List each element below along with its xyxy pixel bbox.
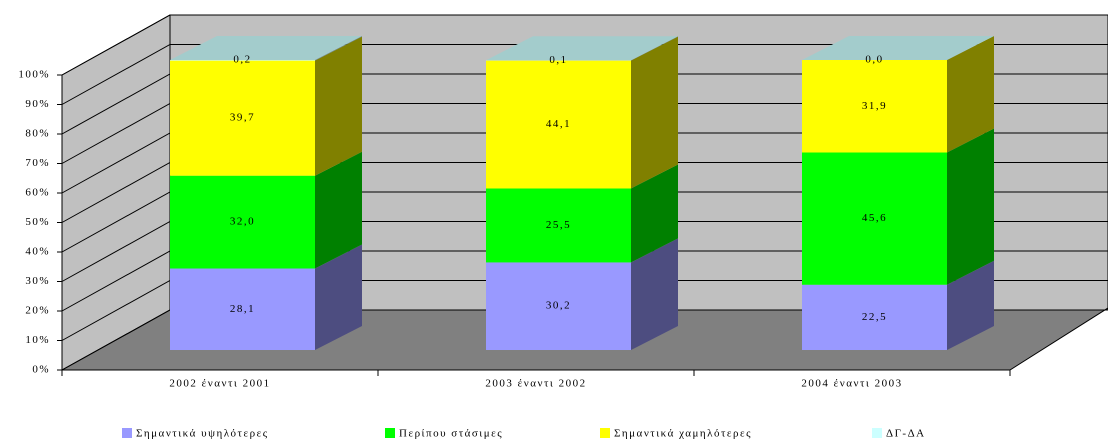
x-tick-label: 2002 έναντι 2001 — [169, 378, 270, 390]
bar-side — [315, 151, 362, 269]
grid-line — [61, 44, 1108, 105]
value-label: 32,0 — [230, 216, 255, 228]
bar-segment — [170, 60, 315, 176]
y-tick-label: 20% — [25, 305, 50, 317]
bar-segment — [486, 188, 631, 263]
bar-side — [631, 36, 678, 61]
value-label: 39,7 — [230, 112, 255, 124]
x-tick-label: 2004 έναντι 2003 — [801, 378, 902, 390]
legend-swatch — [122, 428, 132, 438]
grid-line — [61, 14, 1108, 76]
bar-segment — [802, 60, 947, 153]
legend-swatch — [872, 428, 882, 438]
value-label: 22,5 — [862, 311, 887, 323]
bar-side — [315, 244, 362, 350]
legend-swatch — [600, 428, 610, 438]
bar-side — [315, 36, 362, 176]
bar-top — [486, 36, 678, 61]
legend-label: Σημαντικά υψηλότερες — [136, 428, 269, 440]
legend-label: Περίπου στάσιμες — [399, 428, 503, 440]
bar-side — [631, 164, 678, 263]
value-label: 0,0 — [865, 54, 883, 66]
y-tick-label: 100% — [18, 69, 50, 81]
bar-segment — [802, 284, 947, 350]
value-label: 25,5 — [546, 219, 571, 231]
bar-top — [170, 36, 362, 60]
y-tick-label: 0% — [32, 364, 50, 376]
x-tick-label: 2003 έναντι 2002 — [485, 378, 586, 390]
bar-segment — [802, 152, 947, 285]
value-label: 30,2 — [546, 300, 571, 312]
legend-label: ΔΓ-ΔΑ — [886, 428, 926, 440]
value-label: 45,6 — [862, 212, 887, 224]
bar-side — [947, 260, 994, 350]
value-label: 44,1 — [546, 118, 571, 130]
y-tick-label: 80% — [25, 128, 50, 140]
y-tick-label: 70% — [25, 157, 50, 169]
bar-top — [802, 36, 994, 60]
bar-segment — [170, 175, 315, 269]
y-tick-label: 50% — [25, 216, 50, 228]
y-tick-label: 40% — [25, 246, 50, 258]
y-tick-label: 30% — [25, 275, 50, 287]
bar-side — [947, 128, 994, 285]
y-tick-label: 90% — [25, 98, 50, 110]
bar-side — [315, 36, 362, 61]
bar-segment — [486, 60, 631, 189]
bar-side — [947, 36, 994, 153]
bar-segment — [486, 262, 631, 350]
legend-swatch — [385, 428, 395, 438]
bar-side — [631, 238, 678, 350]
bar-segment — [170, 268, 315, 350]
value-label: 0,1 — [549, 54, 567, 66]
y-tick-label: 10% — [25, 334, 50, 346]
value-label: 31,9 — [862, 100, 887, 112]
value-label: 28,1 — [230, 303, 255, 315]
legend-label: Σημαντικά χαμηλότερες — [614, 428, 752, 440]
value-label: 0,2 — [233, 54, 251, 66]
bar-segment — [170, 60, 315, 61]
bar-side — [631, 36, 678, 189]
y-tick-label: 60% — [25, 187, 50, 199]
